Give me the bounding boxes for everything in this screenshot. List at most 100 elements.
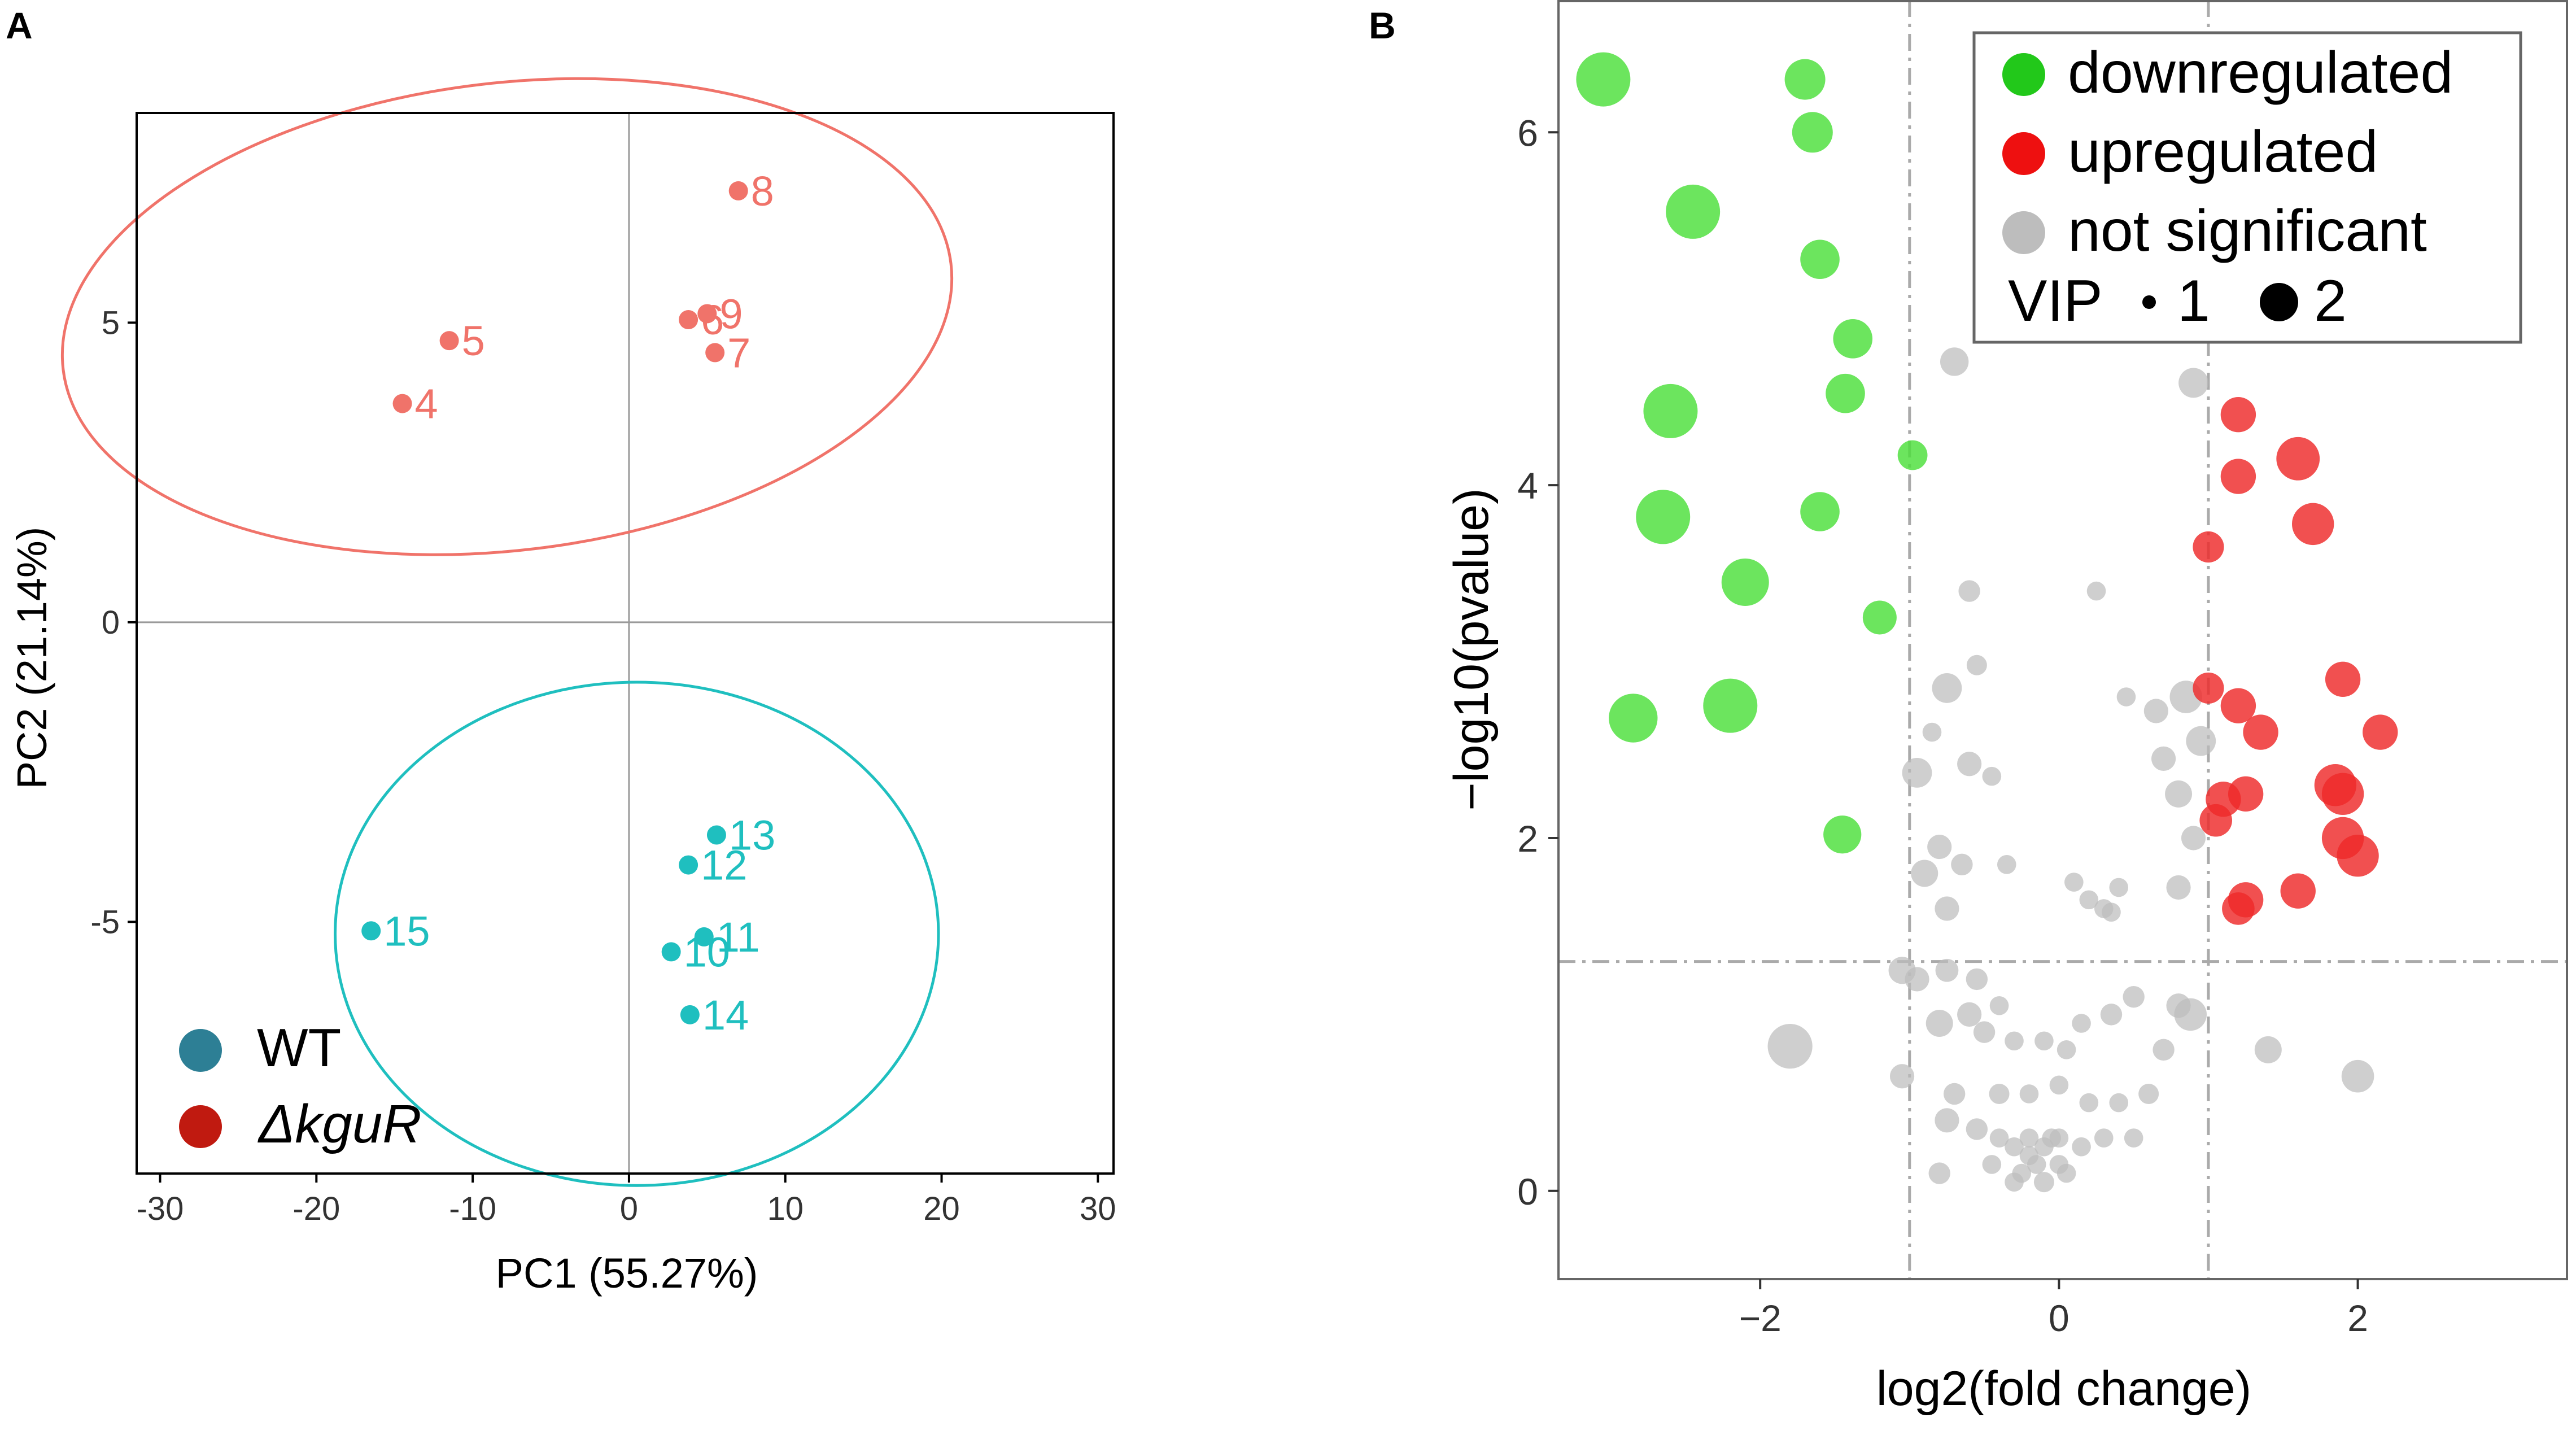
volcano-point-not-significant bbox=[2341, 1059, 2374, 1093]
volcano-point-not-significant bbox=[2138, 1083, 2159, 1104]
volcano-point-downregulated bbox=[1826, 373, 1865, 413]
volcano-point-not-significant bbox=[2042, 1128, 2061, 1148]
sample-label-9: 9 bbox=[719, 290, 743, 337]
volcano-point-upregulated bbox=[2193, 672, 2224, 704]
volcano-point-upregulated bbox=[2291, 503, 2334, 546]
volcano-point-not-significant bbox=[1889, 1064, 1915, 1089]
volcano-point-not-significant bbox=[2116, 687, 2136, 706]
volcano-point-not-significant bbox=[1767, 1024, 1813, 1069]
volcano-point-upregulated bbox=[2276, 437, 2320, 481]
volcano-point-not-significant bbox=[2123, 985, 2145, 1008]
sample-point-5 bbox=[439, 331, 459, 351]
volcano-point-not-significant bbox=[2079, 1093, 2099, 1113]
volcano-x-axis-label: log2(fold change) bbox=[1876, 1362, 2252, 1416]
pca-y-tick-label: -5 bbox=[90, 904, 120, 940]
volcano-point-not-significant bbox=[2181, 826, 2206, 850]
volcano-point-not-significant bbox=[1951, 853, 1973, 876]
sample-point-9 bbox=[697, 304, 717, 324]
volcano-point-downregulated bbox=[1643, 383, 1698, 438]
volcano-point-not-significant bbox=[2086, 581, 2106, 601]
volcano-panel: B −2 0 2 0 2 4 6 log2(fold change) −log10(pval… bbox=[1369, 0, 2568, 1416]
volcano-point-downregulated bbox=[1833, 319, 1873, 359]
volcano-point-not-significant bbox=[1911, 860, 1938, 887]
volcano-point-not-significant bbox=[2057, 1040, 2076, 1059]
sample-label-12: 12 bbox=[701, 842, 747, 889]
sample-label-11: 11 bbox=[717, 914, 760, 961]
volcano-point-not-significant bbox=[1966, 655, 1987, 675]
size-legend-title: VIP bbox=[2008, 268, 2103, 334]
legend-label-wt: WT bbox=[257, 1018, 341, 1078]
volcano-point-not-significant bbox=[1957, 752, 1982, 777]
pca-legend: WT ΔkguR bbox=[179, 1018, 422, 1154]
volcano-point-not-significant bbox=[1958, 580, 1980, 602]
volcano-point-not-significant bbox=[1905, 967, 1929, 992]
volcano-point-not-significant bbox=[1989, 1083, 2010, 1104]
volcano-point-not-significant bbox=[2019, 1128, 2039, 1148]
sample-point-6 bbox=[679, 310, 698, 330]
panel-b-label: B bbox=[1369, 5, 1396, 46]
confidence-ellipse-mutant bbox=[60, 77, 954, 556]
volcano-point-not-significant bbox=[2100, 1004, 2123, 1026]
sample-point-15 bbox=[361, 921, 381, 941]
volcano-point-not-significant bbox=[1982, 1155, 2002, 1174]
volcano-point-downregulated bbox=[1636, 490, 1691, 544]
legend-marker-not-significant bbox=[2002, 211, 2045, 254]
legend-label-not-significant: not significant bbox=[2068, 198, 2427, 264]
sample-label-7: 7 bbox=[727, 329, 750, 376]
volcano-point-not-significant bbox=[1973, 1021, 1996, 1043]
volcano-point-not-significant bbox=[2178, 368, 2208, 398]
volcano-point-downregulated bbox=[1792, 112, 1833, 153]
volcano-point-not-significant bbox=[2005, 1172, 2024, 1192]
pca-x-axis-label: PC1 (55.27%) bbox=[496, 1250, 758, 1297]
volcano-point-not-significant bbox=[1940, 347, 1969, 376]
volcano-point-downregulated bbox=[1609, 693, 1658, 743]
volcano-point-not-significant bbox=[1989, 1128, 2009, 1148]
legend-label-kgur: ΔkguR bbox=[257, 1094, 422, 1154]
pca-x-tick-label: 10 bbox=[767, 1190, 804, 1227]
sample-label-14: 14 bbox=[702, 992, 749, 1039]
pca-x-tick-label: 20 bbox=[923, 1190, 960, 1227]
panel-a-label: A bbox=[6, 5, 33, 46]
legend-marker-upregulated bbox=[2002, 132, 2045, 175]
volcano-point-upregulated bbox=[2199, 804, 2233, 837]
volcano-point-not-significant bbox=[1966, 1118, 1988, 1140]
volcano-y-tick-label: 0 bbox=[1517, 1171, 1538, 1212]
volcano-point-not-significant bbox=[2049, 1155, 2069, 1174]
volcano-point-not-significant bbox=[1989, 996, 2009, 1015]
volcano-point-not-significant bbox=[2109, 1093, 2129, 1113]
pca-y-tick-label: 0 bbox=[102, 604, 120, 641]
volcano-x-tick-label: 2 bbox=[2347, 1297, 2368, 1339]
volcano-point-upregulated bbox=[2220, 459, 2256, 494]
pca-y-axis-label: PC2 (21.14%) bbox=[8, 527, 55, 790]
volcano-point-upregulated bbox=[2280, 873, 2316, 909]
volcano-point-downregulated bbox=[1800, 239, 1840, 280]
volcano-point-not-significant bbox=[2186, 726, 2216, 756]
legend-label-upregulated: upregulated bbox=[2068, 119, 2378, 185]
volcano-point-not-significant bbox=[2079, 890, 2099, 910]
volcano-point-not-significant bbox=[2165, 780, 2193, 808]
sample-label-5: 5 bbox=[462, 317, 485, 364]
volcano-point-downregulated bbox=[1823, 815, 1862, 854]
volcano-point-not-significant bbox=[2174, 998, 2207, 1031]
pca-y-tick-label: 5 bbox=[102, 304, 120, 341]
sample-point-14 bbox=[680, 1005, 700, 1024]
size-legend-marker-2 bbox=[2260, 283, 2298, 321]
pca-x-tick-label: -30 bbox=[137, 1190, 184, 1227]
volcano-point-not-significant bbox=[2049, 1075, 2069, 1095]
size-legend-label-2: 2 bbox=[2314, 268, 2347, 334]
volcano-point-upregulated bbox=[2321, 773, 2364, 815]
volcano-point-not-significant bbox=[1935, 896, 1959, 921]
sample-point-13 bbox=[706, 825, 726, 845]
volcano-y-tick-label: 2 bbox=[1517, 818, 1538, 860]
volcano-point-downregulated bbox=[1862, 600, 1897, 635]
volcano-point-not-significant bbox=[1932, 673, 1962, 703]
pca-x-tick-label: -10 bbox=[449, 1190, 496, 1227]
volcano-point-not-significant bbox=[2109, 878, 2129, 897]
volcano-point-not-significant bbox=[2019, 1084, 2039, 1103]
volcano-point-upregulated bbox=[2243, 714, 2278, 750]
volcano-point-downregulated bbox=[1576, 52, 1631, 107]
legend-marker-downregulated bbox=[2002, 53, 2045, 96]
volcano-point-not-significant bbox=[1926, 1010, 1953, 1037]
sample-label-8: 8 bbox=[751, 168, 774, 215]
